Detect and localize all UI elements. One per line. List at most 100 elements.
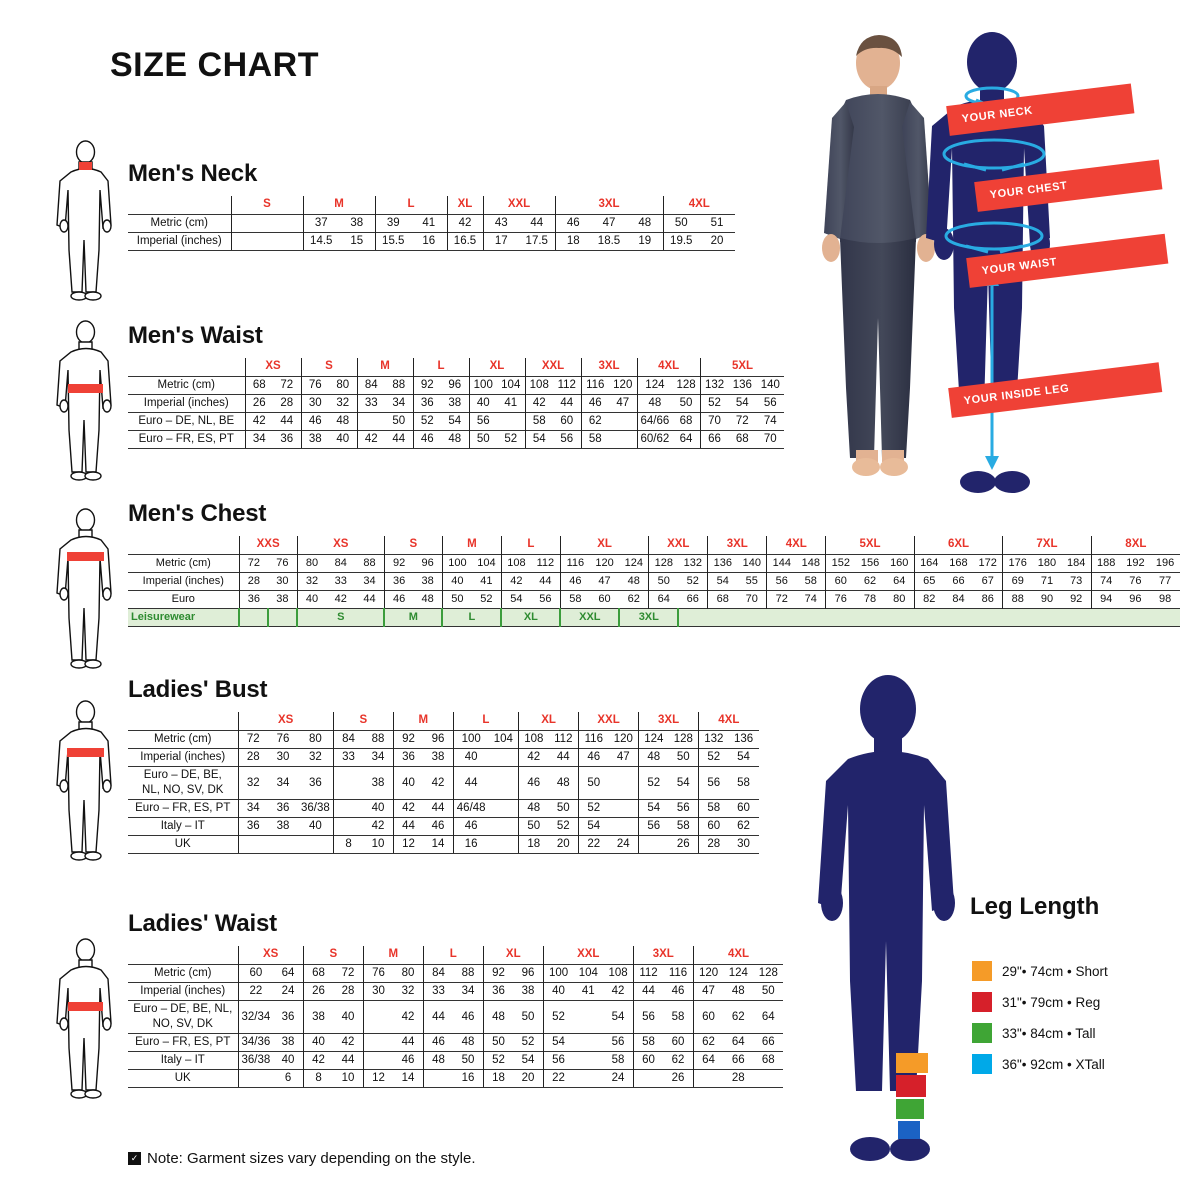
- size-group-header: XL: [446, 196, 483, 215]
- band-short: [896, 1053, 928, 1073]
- table-cell: 51: [699, 214, 735, 233]
- table-cell: 44: [530, 572, 561, 591]
- table-cell: 38: [363, 766, 394, 800]
- table-cell: 14: [393, 1069, 424, 1088]
- table-header-row: XXS XS S M L XL XXL 3XL 4XL 5XL 6XL 7XL 8XL: [128, 536, 1180, 555]
- size-group-header: M: [441, 536, 502, 555]
- table-cell: 24: [273, 982, 304, 1001]
- table-cell: [573, 1069, 604, 1088]
- table-cell: 92: [383, 554, 414, 573]
- table-cell: 108: [518, 730, 549, 749]
- table-cell: 40: [333, 1000, 364, 1034]
- table-cell: 18: [482, 1069, 514, 1088]
- table-cell: 22: [542, 1069, 574, 1088]
- table-cell: 66: [753, 1033, 784, 1052]
- table-cell: 50: [468, 430, 497, 449]
- table-row: Euro – DE, NL, BE 42 44 46 48 50 52 54 56 58 60 62 6…: [128, 412, 785, 431]
- table-cell: 32: [329, 394, 357, 413]
- table-cell: [332, 766, 364, 800]
- table-cell: 96: [1120, 590, 1151, 609]
- table-cell: 80: [298, 730, 334, 749]
- table-cell: 96: [413, 554, 443, 573]
- table-cell: [609, 430, 637, 449]
- size-group-header: S: [332, 712, 394, 731]
- table-cell: 58: [698, 799, 729, 818]
- table-cell: 104: [488, 730, 519, 749]
- table-cell: 60: [589, 590, 620, 609]
- table-cell: 56: [638, 817, 669, 836]
- header-corner: [128, 946, 238, 965]
- table-cell: 112: [553, 376, 581, 395]
- table-cell: 10: [363, 835, 394, 854]
- table-cell: [356, 412, 385, 431]
- size-group-header: 5XL: [699, 358, 785, 377]
- leg-length-title: Leg Length: [970, 893, 1100, 920]
- table-cell: 80: [296, 554, 327, 573]
- table-cell: [488, 817, 519, 836]
- table-cell: [298, 835, 334, 854]
- table-cell: 46: [518, 766, 549, 800]
- table-cell: 34: [453, 982, 484, 1001]
- table-row: UK 6 8 10 12 14 16 18 20 22 24 26 28: [128, 1069, 784, 1088]
- table-cell: 71: [1032, 572, 1062, 591]
- table-cell: 28: [273, 394, 301, 413]
- table-cell: [753, 1069, 784, 1088]
- table-cell: 58: [796, 572, 826, 591]
- section-mens-waist: Men's Waist XS S M L XL XXL 3XL 4XL 5XL Metric (cm…: [128, 322, 785, 449]
- table-row: Euro – FR, ES, PT 34 36 38 40 42 44 46 48 50 52 54 5…: [128, 430, 785, 449]
- leg-length-label: 33"• 84cm • Tall: [1002, 1025, 1096, 1041]
- table-cell: 86: [973, 590, 1003, 609]
- table-cell: 26: [663, 1069, 694, 1088]
- leg-length-legend-item: 29"• 74cm • Short: [972, 961, 1108, 981]
- leg-length-legend-item: 36"• 92cm • XTall: [972, 1054, 1108, 1074]
- table-row: Euro 36 38 40 42 44 46 48 50 52 54 56 58 60 62 64 66 68 70…: [128, 590, 1180, 609]
- table-cell: 68: [672, 412, 701, 431]
- row-label: Euro – FR, ES, PT: [128, 430, 245, 449]
- table-cell: [267, 232, 303, 251]
- table-cell: [362, 1000, 394, 1034]
- measurement-illustration: YOUR NECK YOUR CHEST YOUR WAIST YOUR INS…: [800, 30, 1180, 510]
- table-cell: 76: [825, 590, 856, 609]
- table-cell: 70: [699, 412, 729, 431]
- table-cell: 33: [326, 572, 356, 591]
- model-photo: [822, 35, 935, 476]
- arrow-down-icon: [985, 456, 999, 470]
- table-cell: 56: [698, 766, 729, 800]
- table-cell: 60: [632, 1051, 664, 1070]
- section-title-mens-neck: Men's Neck: [128, 160, 258, 187]
- header-corner: [128, 196, 231, 215]
- table-mens-chest: XXS XS S M L XL XXL 3XL 4XL 5XL 6XL 7XL 8XL Metric (c…: [128, 536, 1180, 627]
- table-cell: 42: [446, 214, 483, 233]
- table-cell: 50: [548, 799, 579, 818]
- table-cell: 26: [668, 835, 699, 854]
- table-cell: [638, 835, 669, 854]
- table-cell: [608, 817, 639, 836]
- table-cell: 54: [668, 766, 699, 800]
- table-cell: 60: [825, 572, 856, 591]
- leg-length-swatch: [972, 992, 992, 1012]
- table-cell: [573, 1000, 604, 1034]
- table-cell: 50: [648, 572, 679, 591]
- table-cell: 120: [608, 730, 639, 749]
- table-cell: 112: [548, 730, 579, 749]
- size-group-header: XL: [559, 536, 649, 555]
- table-cell: 46/48: [452, 799, 489, 818]
- table-cell: 46: [300, 412, 329, 431]
- table-cell: [573, 1033, 604, 1052]
- leisurewear-size-cell: 3XL: [618, 608, 679, 627]
- table-cell: 40: [452, 748, 489, 767]
- table-row: Imperial (inches) 22 24 26 28 30 32 33 34 36 38 40 4…: [128, 982, 784, 1001]
- table-cell: 48: [422, 1051, 454, 1070]
- band-xtall: [898, 1121, 920, 1139]
- table-row: Euro – DE, BE, NL, NO, SV, DK 32/34 36 38 40 4…: [128, 1000, 784, 1034]
- table-cell: 54: [513, 1051, 544, 1070]
- table-cell: 6: [273, 1069, 304, 1088]
- table-cell: 80: [884, 590, 915, 609]
- table-cell: 14: [423, 835, 454, 854]
- table-cell: [267, 214, 303, 233]
- size-group-header: 4XL: [662, 196, 735, 215]
- table-cell: 108: [603, 964, 634, 983]
- table-cell: 54: [441, 412, 469, 431]
- table-cell: 26: [302, 982, 334, 1001]
- table-cell: 17.5: [519, 232, 555, 251]
